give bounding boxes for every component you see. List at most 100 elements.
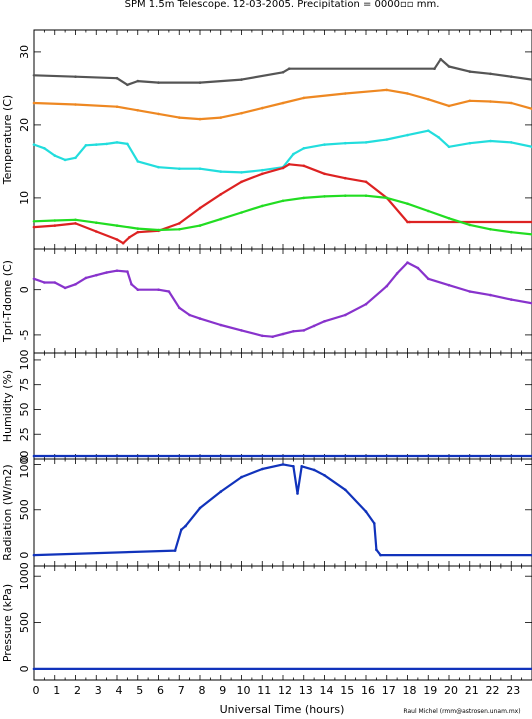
data-point [406,220,409,224]
data-point [115,105,119,108]
data-point [344,176,347,180]
y-axis-label: Temperature (C) [1,95,14,185]
data-point [302,164,306,168]
data-point [198,317,202,320]
credit-text: Raul Michel (rmm@astrosen.unam.mx) [403,708,520,715]
data-point [178,116,181,119]
data-point [416,266,420,270]
data-point [489,72,492,76]
data-point [510,75,513,78]
data-point [261,334,264,338]
data-point [32,143,36,146]
data-point [43,147,46,150]
y-tick-label: 10 [18,191,31,205]
data-point [32,553,36,557]
y-axis-label: Radiation (W/m2) [1,464,14,560]
data-point [157,81,160,84]
data-point [198,224,202,227]
data-point [261,172,264,176]
data-point [219,170,223,173]
data-point [136,79,140,83]
x-tick-label: 23 [506,684,520,697]
data-point [32,101,36,105]
data-point [344,194,347,197]
data-point [302,96,306,100]
data-point [296,492,299,495]
panel-frame [33,565,532,681]
data-point [281,71,285,74]
data-point [427,277,430,281]
data-point [439,57,443,61]
data-point [121,241,125,245]
data-point [198,81,202,84]
x-tick-label: 15 [340,684,354,697]
data-point [105,142,108,146]
data-point [489,293,492,297]
data-point [95,221,98,224]
data-point [302,147,306,150]
y-tick-label: 100 [18,349,31,370]
data-point [198,206,202,210]
data-point [406,92,409,95]
data-point [178,222,181,225]
data-point [437,136,440,139]
data-point [292,330,295,333]
data-point [395,272,399,275]
data-point [126,142,129,146]
data-point [63,286,67,290]
series-4-line [32,163,532,245]
data-point [344,141,347,145]
y-tick-label: 25 [18,427,31,441]
data-point [406,202,409,205]
data-point [489,139,492,143]
data-point [287,163,291,166]
x-tick-label: 12 [278,684,292,697]
data-point [219,193,223,196]
panel-frame [33,248,532,354]
data-point [240,111,243,115]
x-axis-label: Universal Time (hours) [220,703,345,716]
data-point [375,548,378,551]
y-axis-label: Pressure (kPa) [1,584,14,662]
data-point [281,101,285,105]
data-point [281,463,285,466]
data-point [271,335,274,339]
series-2-line [32,88,532,121]
data-point [300,465,304,468]
data-point [240,211,243,214]
data-point [468,99,472,103]
panel-4: 0 500 1000 Radiation (W/m2) [1,450,532,567]
data-point [447,145,451,149]
data-point [95,230,98,233]
data-point [261,467,264,471]
y-axis-label: Humidity (%) [1,370,14,442]
series-3-line [32,129,532,174]
data-point [292,465,295,468]
data-point [323,172,326,176]
x-tick-label: 19 [423,684,437,697]
x-tick-label: 22 [486,684,500,697]
panel-3: 0 25 50 75 100 Humidity (%) [1,349,532,463]
data-point [53,219,57,222]
data-point [74,222,77,225]
data-point [364,194,368,197]
data-point [136,230,140,234]
data-point [130,283,133,286]
data-point [240,180,243,184]
data-point [427,98,430,101]
data-point [240,329,243,332]
data-point [188,313,191,317]
data-point [468,223,472,227]
y-tick-label: 0 [18,665,31,672]
x-tick-label: 14 [320,684,334,697]
data-point [219,217,223,221]
data-point [74,75,77,78]
data-point [408,220,411,224]
data-point [433,67,436,70]
data-point [219,116,223,119]
y-tick-label: -5 [18,329,31,340]
data-point [261,168,264,172]
data-point [84,144,88,147]
data-point [373,522,376,525]
data-point [364,510,368,513]
